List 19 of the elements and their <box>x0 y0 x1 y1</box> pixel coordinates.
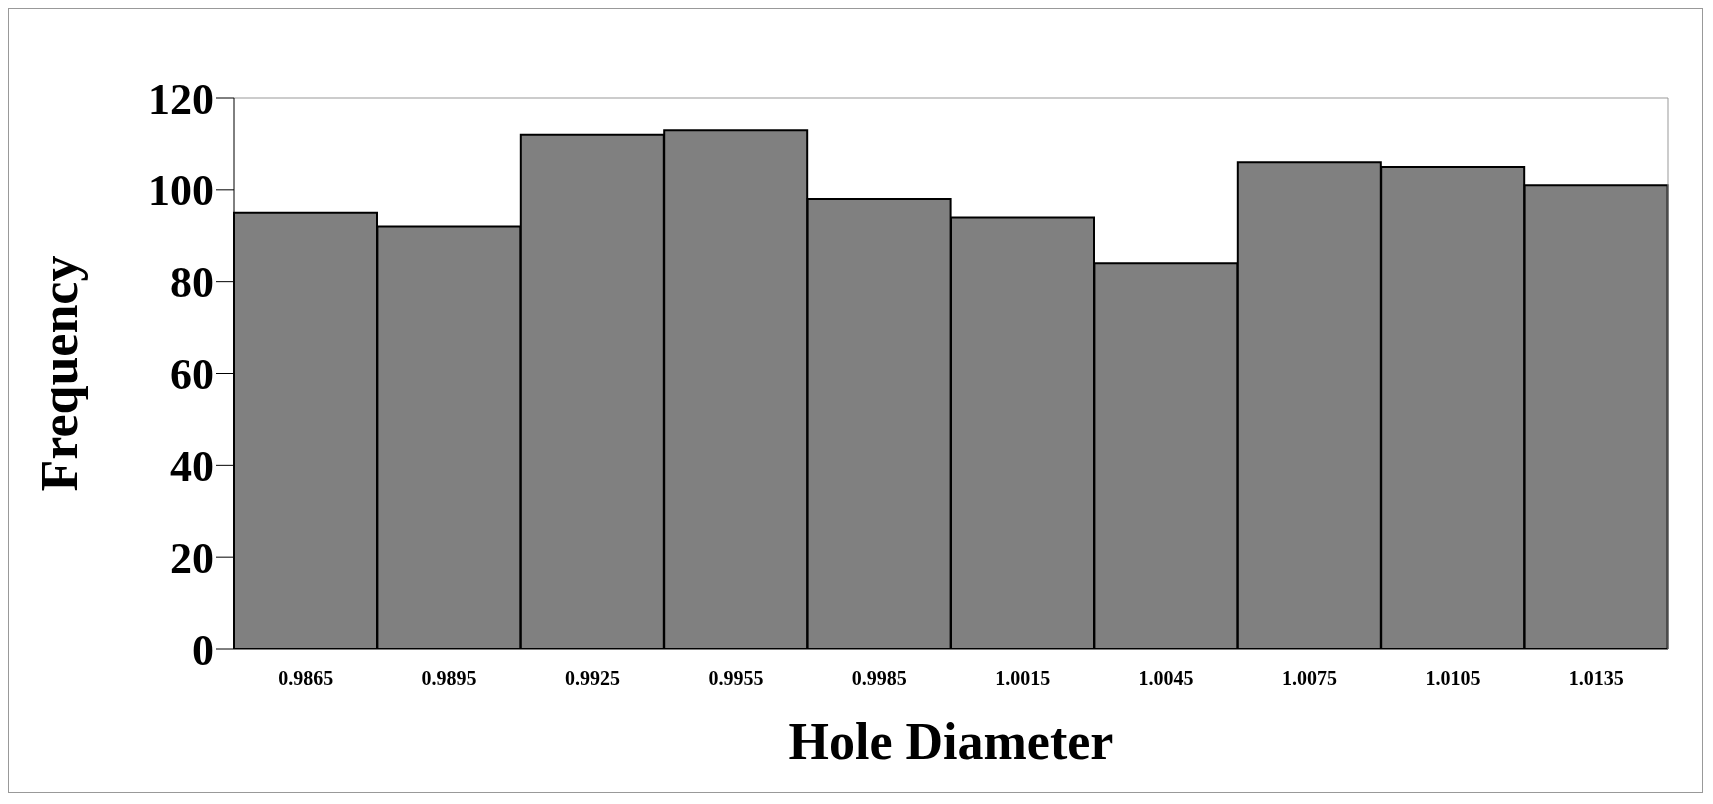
y-tick-label: 120 <box>148 74 214 124</box>
x-tick-label: 1.0015 <box>995 667 1051 690</box>
y-tick-label: 100 <box>148 166 214 216</box>
y-tick-label: 0 <box>192 625 214 675</box>
x-tick-label: 1.0075 <box>1282 667 1337 690</box>
x-tick-label: 0.9865 <box>278 667 334 690</box>
x-axis-title: Hole Diameter <box>788 713 1114 770</box>
y-axis-title: Frequency <box>31 255 89 492</box>
x-tick-label: 1.0135 <box>1568 667 1624 690</box>
y-tick-label: 60 <box>170 350 214 400</box>
x-tick-label: 1.0105 <box>1425 667 1481 690</box>
x-tick-label: 0.9925 <box>565 667 620 690</box>
x-tick-label: 1.0045 <box>1138 667 1194 690</box>
x-tick-label: 0.9955 <box>708 667 764 690</box>
y-tick-label: 80 <box>170 258 214 308</box>
x-tick-label: 0.9895 <box>421 667 477 690</box>
y-tick-label: 20 <box>170 533 214 583</box>
x-tick-label: 0.9985 <box>851 667 907 690</box>
y-tick-label: 40 <box>170 441 214 491</box>
